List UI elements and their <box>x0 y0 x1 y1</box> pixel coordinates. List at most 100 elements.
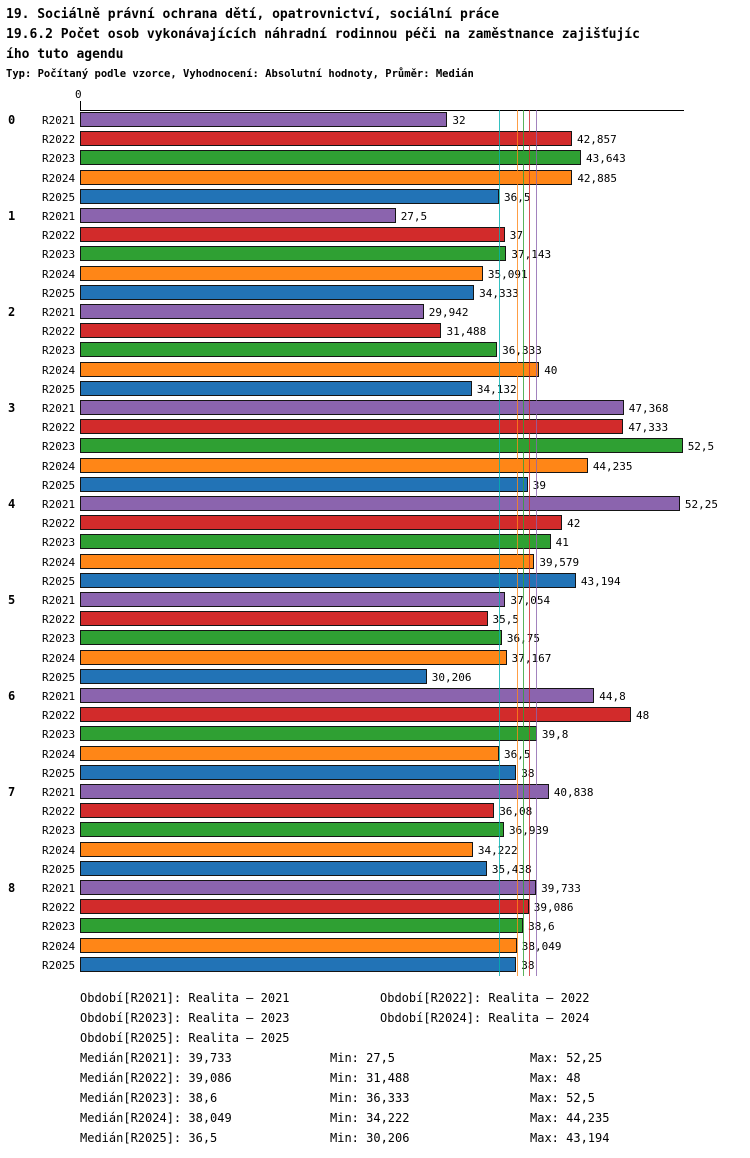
series-label: R2023 <box>42 920 76 934</box>
legend-stat: Medián[R2025]: 36,5 <box>80 1131 218 1145</box>
bar-row: R2023 38,6 <box>0 918 750 934</box>
bar-0-R2025[interactable] <box>80 188 500 204</box>
series-label: R2024 <box>42 747 76 761</box>
value-label: 42,885 <box>577 171 618 185</box>
bar-2-R2022[interactable] <box>80 323 442 339</box>
bar-3-R2024[interactable] <box>80 457 588 473</box>
value-label: 42 <box>567 517 581 531</box>
legend-stat: Min: 31,488 <box>330 1071 410 1085</box>
bar-row: R2024 42,885 <box>0 169 750 185</box>
bar-5-R2025[interactable] <box>80 668 427 684</box>
bar-1-R2022[interactable] <box>80 227 505 243</box>
bar-3-R2021[interactable] <box>80 400 624 415</box>
bar-4-R2023[interactable] <box>80 534 551 550</box>
bar-4-R2024[interactable] <box>80 553 535 569</box>
bar-7-R2024[interactable] <box>80 841 473 857</box>
value-label: 36,333 <box>502 344 542 358</box>
median-line-R2021 <box>536 110 538 976</box>
bar-8-R2023[interactable] <box>80 918 524 934</box>
bar-1-R2023[interactable] <box>80 246 507 262</box>
value-label: 29,942 <box>428 306 469 319</box>
value-label: 52,5 <box>687 440 715 454</box>
bar-row: R2025 38 <box>0 764 750 780</box>
series-label: R2023 <box>42 344 76 358</box>
bar-4-R2025[interactable] <box>80 572 576 588</box>
series-label: R2024 <box>42 939 76 953</box>
bar-row: R2022 39,086 <box>0 899 750 915</box>
bar-row: R2022 42,857 <box>0 131 750 147</box>
bar-row: R2023 39,8 <box>0 726 750 742</box>
chart-subtitle-wrap: ího tuto agendu <box>6 47 124 62</box>
bar-row: 3 R2021 47,368 <box>0 400 750 415</box>
bar-3-R2023[interactable] <box>80 438 683 454</box>
bar-6-R2025[interactable] <box>80 764 517 780</box>
bar-0-R2024[interactable] <box>80 169 573 185</box>
bar-row: 2 R2021 29,942 <box>0 304 750 319</box>
value-label: 40,838 <box>553 786 594 799</box>
bar-0-R2021[interactable] <box>80 112 448 127</box>
bar-6-R2024[interactable] <box>80 745 500 761</box>
bar-4-R2022[interactable] <box>80 515 563 531</box>
bar-5-R2022[interactable] <box>80 611 488 627</box>
series-label: R2025 <box>42 958 76 972</box>
bar-2-R2024[interactable] <box>80 361 540 377</box>
bar-6-R2022[interactable] <box>80 707 632 723</box>
bar-7-R2025[interactable] <box>80 860 487 876</box>
series-label: R2022 <box>42 709 76 723</box>
bar-2-R2021[interactable] <box>80 304 424 319</box>
bar-3-R2022[interactable] <box>80 419 624 435</box>
group-label: 3 <box>8 401 16 415</box>
group-label: 4 <box>8 497 16 511</box>
bar-8-R2025[interactable] <box>80 956 517 972</box>
bar-0-R2023[interactable] <box>80 150 582 166</box>
chart-meta: Typ: Počítaný podle vzorce, Vyhodnocení:… <box>6 68 474 80</box>
value-label: 37 <box>510 229 523 242</box>
median-line-R2022 <box>528 110 530 976</box>
bar-2-R2025[interactable] <box>80 380 472 396</box>
bar-8-R2024[interactable] <box>80 937 517 953</box>
legend-stat: Max: 43,194 <box>530 1131 610 1145</box>
group-label: 6 <box>8 689 16 703</box>
value-label: 47,333 <box>628 421 669 435</box>
bar-row: R2023 37,143 <box>0 246 750 262</box>
bar-1-R2024[interactable] <box>80 265 483 281</box>
series-label: R2024 <box>42 171 76 185</box>
bar-row: R2022 37 <box>0 227 750 243</box>
legend-stat: Max: 52,5 <box>530 1091 596 1105</box>
series-label: R2022 <box>42 901 76 915</box>
bar-row: R2023 36,333 <box>0 342 750 358</box>
bar-5-R2021[interactable] <box>80 592 506 607</box>
bar-row: R2022 42 <box>0 515 750 531</box>
bar-row: R2025 38 <box>0 956 750 972</box>
series-label: R2025 <box>42 862 76 876</box>
bar-4-R2021[interactable] <box>80 496 680 511</box>
bar-3-R2025[interactable] <box>80 476 528 492</box>
bar-5-R2024[interactable] <box>80 649 507 665</box>
bar-row: R2025 43,194 <box>0 572 750 588</box>
series-label: R2021 <box>42 210 76 223</box>
bar-7-R2023[interactable] <box>80 822 505 838</box>
bar-5-R2023[interactable] <box>80 630 502 646</box>
series-label: R2025 <box>42 190 76 204</box>
bar-1-R2025[interactable] <box>80 284 475 300</box>
series-label: R2022 <box>42 421 76 435</box>
series-label: R2023 <box>42 152 76 166</box>
bar-7-R2022[interactable] <box>80 803 495 819</box>
series-label: R2023 <box>42 728 76 742</box>
bar-7-R2021[interactable] <box>80 784 549 799</box>
x-axis-line <box>80 110 684 111</box>
bar-8-R2022[interactable] <box>80 899 529 915</box>
bar-6-R2021[interactable] <box>80 688 595 703</box>
series-label: R2025 <box>42 382 76 396</box>
legend-period: Období[R2024]: Realita – 2024 <box>380 1011 590 1025</box>
bar-0-R2022[interactable] <box>80 131 572 147</box>
bar-row: R2025 30,206 <box>0 668 750 684</box>
bar-row: 6 R2021 44,8 <box>0 688 750 703</box>
bar-8-R2021[interactable] <box>80 880 537 895</box>
bar-2-R2023[interactable] <box>80 342 498 358</box>
bar-1-R2021[interactable] <box>80 208 396 223</box>
series-label: R2024 <box>42 843 76 857</box>
